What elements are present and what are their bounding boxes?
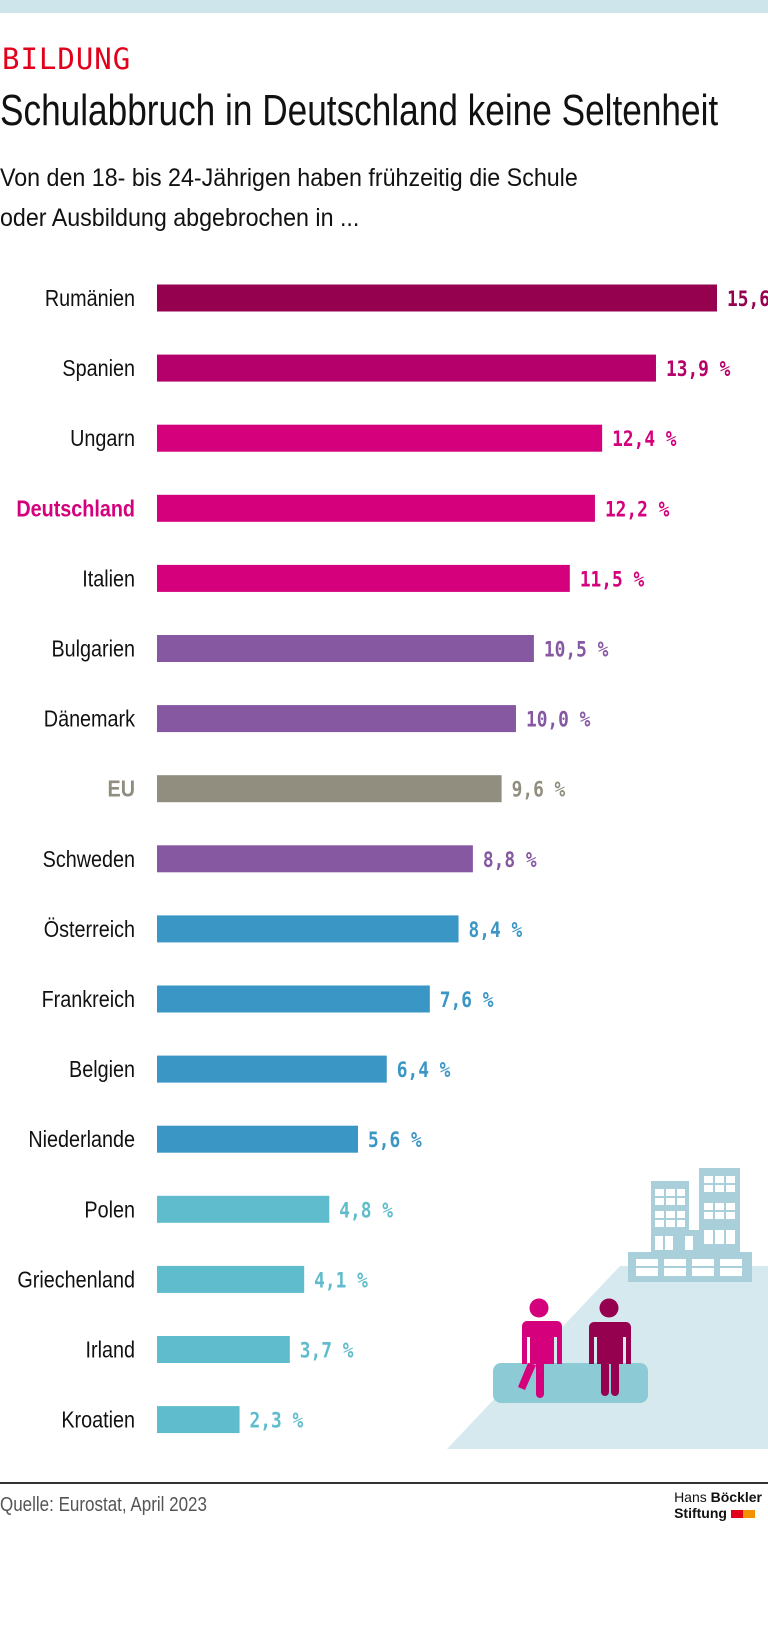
source-note: Quelle: Eurostat, April 2023 xyxy=(0,1494,207,1516)
category-label: Niederlande xyxy=(28,1127,135,1153)
bar xyxy=(157,424,603,452)
bar xyxy=(157,1265,305,1293)
value-label: 5,6 % xyxy=(368,1128,422,1153)
bar xyxy=(157,1055,387,1083)
chart-title: Schulabbruch in Deutschland keine Selten… xyxy=(0,86,719,135)
bar xyxy=(157,284,717,312)
bar xyxy=(157,705,516,733)
category-label: Italien xyxy=(82,566,135,592)
value-label: 2,3 % xyxy=(250,1408,304,1433)
category-label: Ungarn xyxy=(70,426,135,452)
category-label: Bulgarien xyxy=(51,636,135,662)
subtitle-line-2: oder Ausbildung abgebrochen in ... xyxy=(0,204,360,232)
kicker: BILDUNG xyxy=(2,42,132,76)
category-label: Deutschland xyxy=(16,496,135,522)
value-label: 15,6 % xyxy=(727,287,768,312)
person-standing-icon xyxy=(589,1298,631,1396)
value-label: 13,9 % xyxy=(666,357,731,382)
value-label: 8,4 % xyxy=(469,918,523,943)
value-label: 6,4 % xyxy=(397,1058,451,1083)
bar xyxy=(157,845,473,873)
value-label: 3,7 % xyxy=(300,1338,354,1363)
category-label: Österreich xyxy=(44,917,135,943)
category-label: Belgien xyxy=(69,1057,135,1083)
value-label: 9,6 % xyxy=(512,777,566,802)
logo-text-hans: Hans xyxy=(674,1489,711,1505)
category-label: Irland xyxy=(86,1337,135,1363)
bar-chart: Rumänien 15,6 % Spanien 13,9 % Ungarn 12,4 % D… xyxy=(16,284,768,1449)
logo-red-square xyxy=(730,1510,743,1519)
category-label: Kroatien xyxy=(61,1407,135,1433)
bar xyxy=(157,915,459,943)
bar xyxy=(157,564,570,592)
value-label: 8,8 % xyxy=(483,847,537,872)
category-label: Rumänien xyxy=(45,286,135,312)
value-label: 4,1 % xyxy=(314,1268,368,1293)
value-label: 10,5 % xyxy=(544,637,609,662)
bar xyxy=(157,985,430,1013)
bar xyxy=(157,1195,330,1223)
category-label: Spanien xyxy=(62,356,135,382)
value-label: 12,4 % xyxy=(612,427,677,452)
category-label: Polen xyxy=(84,1197,135,1223)
value-label: 4,8 % xyxy=(339,1198,393,1223)
value-label: 11,5 % xyxy=(580,567,645,592)
bar xyxy=(157,494,595,522)
bar xyxy=(157,1125,359,1153)
bar xyxy=(157,1406,240,1434)
hans-boeckler-logo: Hans Böckler Stiftung xyxy=(674,1489,762,1521)
subtitle-line-1: Von den 18- bis 24-Jährigen haben frühze… xyxy=(0,164,578,192)
bench-icon xyxy=(493,1363,648,1403)
bar xyxy=(157,1336,290,1363)
category-label: Griechenland xyxy=(17,1267,135,1293)
illustration xyxy=(447,1168,768,1449)
bar xyxy=(157,775,502,803)
category-label: Frankreich xyxy=(42,987,135,1013)
logo-text-boeckler: Böckler xyxy=(710,1489,762,1505)
value-label: 10,0 % xyxy=(526,707,591,732)
category-label: Dänemark xyxy=(44,706,135,732)
logo-orange-square xyxy=(742,1510,755,1519)
top-bar xyxy=(0,0,768,13)
person-sitting-icon xyxy=(518,1298,562,1398)
footer-divider xyxy=(0,1482,768,1484)
bar xyxy=(157,635,534,662)
chart-subtitle: Von den 18- bis 24-Jährigen haben frühze… xyxy=(0,158,768,238)
category-label: EU xyxy=(108,776,135,802)
category-label: Schweden xyxy=(43,846,135,872)
value-label: 7,6 % xyxy=(440,988,494,1013)
logo-text-stiftung: Stiftung xyxy=(674,1505,727,1521)
building-icon xyxy=(628,1168,752,1282)
value-label: 12,2 % xyxy=(605,497,670,522)
bars: Rumänien 15,6 % Spanien 13,9 % Ungarn 12,4 % D… xyxy=(16,284,768,1434)
bar xyxy=(157,354,656,382)
